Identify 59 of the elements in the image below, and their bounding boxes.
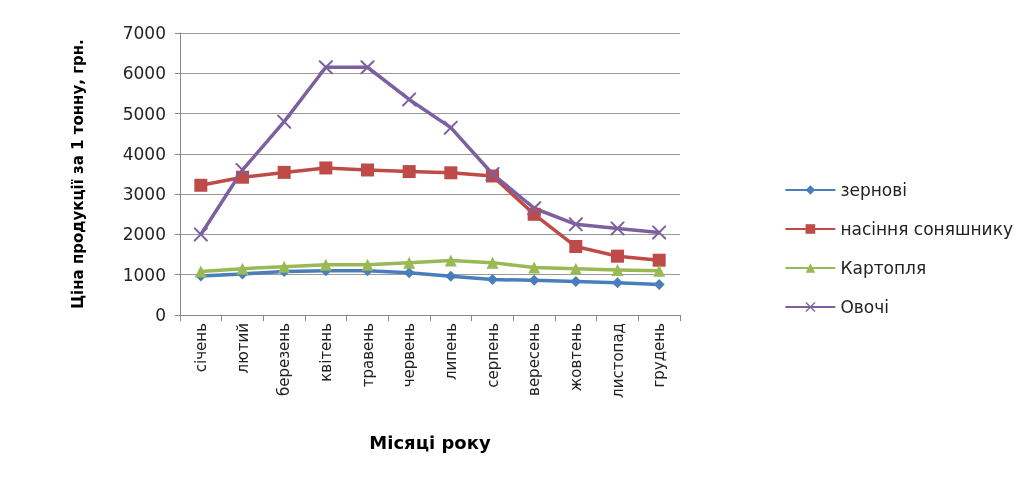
point [652,253,666,267]
x-tick-label: липень [441,323,460,381]
y-tick-label: 7000 [122,23,166,43]
point [402,165,416,179]
x-tick-label: серпень [483,323,502,388]
point [318,60,333,75]
x-tick-label: лютий [233,323,252,374]
point [319,161,333,175]
legend-label: насіння соняшнику [840,219,1014,239]
point [653,264,666,277]
point [611,263,624,276]
y-tick-label: 6000 [122,63,166,84]
point [444,254,457,267]
point [569,240,583,254]
point [277,114,292,129]
point [194,265,207,278]
point [610,221,625,236]
y-tick-label: 2000 [122,224,166,245]
x-tick-label: червень [400,323,419,388]
point [402,92,417,107]
point [528,261,541,274]
x-tick-label: травень [358,323,377,388]
y-axis-title: Ціна продукції за 1 тонну, грн. [68,39,87,309]
point [361,163,374,177]
point [361,258,374,271]
legend-label: Картопля [840,258,927,278]
point [611,249,624,263]
point [568,217,583,232]
point [278,260,291,273]
point [527,201,542,216]
x-tick-label: січень [191,323,210,373]
point [194,178,208,192]
point [612,277,623,289]
x-tick-label: жовтень [566,323,585,392]
point [486,256,499,269]
point [277,165,291,179]
x-tick-label: вересень [525,323,544,396]
point [444,166,458,180]
point [403,256,416,269]
x-axis-title: Місяці року [369,431,491,453]
point [193,227,208,242]
y-tick-label: 3000 [122,184,166,205]
legend-label: зернові [840,180,907,200]
y-tick-label: 0 [155,305,166,325]
y-tick-label: 1000 [122,264,166,285]
point [236,262,249,275]
point [319,258,332,271]
y-tick-label: 4000 [122,143,166,164]
point [360,60,375,75]
x-tick-label: квітень [316,323,335,382]
point [652,225,667,240]
legend-label: Овочі [840,297,889,317]
x-tick-label: грудень [650,323,669,388]
point [487,274,498,286]
point [443,120,458,135]
y-tick-label: 5000 [122,103,166,124]
x-tick-label: листопад [608,323,627,398]
x-tick-label: березень [275,323,294,397]
point [569,262,582,275]
